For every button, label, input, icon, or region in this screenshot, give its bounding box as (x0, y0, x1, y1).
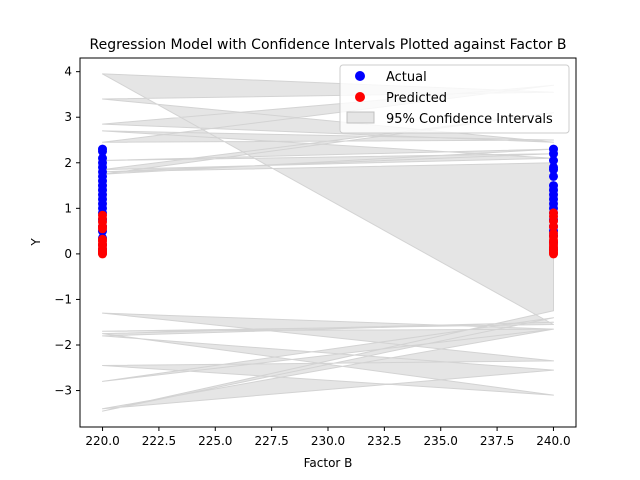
y-tick-label: −1 (54, 292, 72, 306)
x-tick-label: 237.5 (480, 434, 514, 448)
x-tick-label: 220.0 (85, 434, 119, 448)
x-axis-label: Factor B (304, 456, 353, 470)
point-actual (549, 149, 558, 159)
x-tick-label: 240.0 (536, 434, 570, 448)
x-tick-label: 232.5 (367, 434, 401, 448)
point-predicted (98, 224, 107, 234)
y-tick-label: 4 (64, 65, 72, 79)
scatter-points-layer (98, 144, 558, 259)
y-axis-ticks: −3 −2 −1 0 1 2 3 4 (54, 65, 80, 398)
y-tick-label: 0 (64, 247, 72, 261)
point-actual (549, 171, 558, 181)
y-tick-label: 1 (64, 201, 72, 215)
x-tick-label: 222.5 (142, 434, 176, 448)
chart-title: Regression Model with Confidence Interva… (90, 37, 567, 53)
legend-label-actual: Actual (386, 70, 427, 85)
y-tick-label: 3 (64, 110, 72, 124)
x-tick-label: 230.0 (311, 434, 345, 448)
y-tick-label: −3 (54, 384, 72, 398)
y-tick-label: 2 (64, 156, 72, 170)
y-axis-label: Y (29, 238, 43, 247)
x-axis-ticks: 220.0 222.5 225.0 227.5 230.0 232.5 235.0 237.5… (85, 427, 571, 448)
point-actual (549, 156, 558, 165)
point-predicted (549, 249, 558, 259)
legend-marker-actual (355, 71, 365, 81)
y-tick-label: −2 (54, 338, 72, 352)
x-tick-label: 227.5 (254, 434, 288, 448)
legend: Actual Predicted 95% Confidence Interval… (339, 64, 570, 134)
legend-box (339, 64, 570, 134)
legend-label-confidence: 95% Confidence Intervals (386, 112, 553, 127)
point-predicted (549, 222, 558, 232)
point-actual (98, 146, 107, 156)
x-tick-label: 225.0 (198, 434, 232, 448)
point-actual (549, 165, 558, 175)
point-predicted (98, 249, 107, 259)
legend-marker-predicted (355, 92, 365, 102)
x-tick-label: 235.0 (424, 434, 458, 448)
legend-swatch-confidence (346, 111, 375, 124)
legend-label-predicted: Predicted (386, 91, 447, 106)
